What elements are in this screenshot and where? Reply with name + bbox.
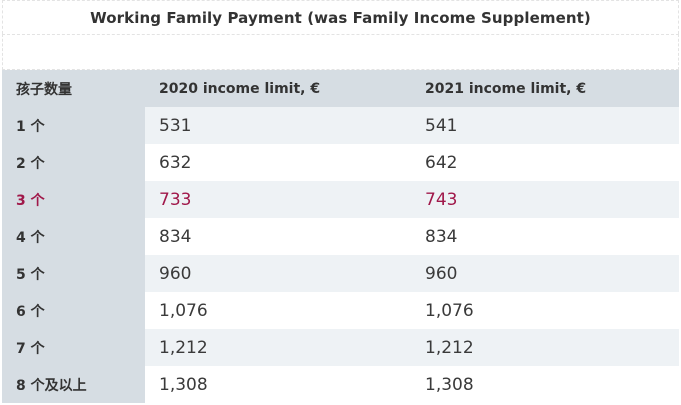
table-row: 6 个 1,076 1,076: [2, 292, 679, 329]
row-children-count: 4 个: [2, 218, 145, 255]
row-children-count: 1 个: [2, 107, 145, 144]
row-2020-limit: 733: [145, 181, 411, 218]
row-children-count: 8 个及以上: [2, 366, 145, 403]
header-2020-limit: 2020 income limit, €: [145, 70, 411, 107]
row-children-count: 7 个: [2, 329, 145, 366]
table-row: 4 个 834 834: [2, 218, 679, 255]
header-children-count: 孩子数量: [2, 70, 145, 107]
row-children-count: 5 个: [2, 255, 145, 292]
row-2021-limit: 834: [411, 218, 679, 255]
row-2021-limit: 1,212: [411, 329, 679, 366]
row-children-count: 2 个: [2, 144, 145, 181]
row-children-count: 3 个: [2, 181, 145, 218]
table-title: Working Family Payment (was Family Incom…: [2, 0, 679, 34]
row-2021-limit: 541: [411, 107, 679, 144]
row-2021-limit: 743: [411, 181, 679, 218]
row-2021-limit: 1,076: [411, 292, 679, 329]
row-2020-limit: 632: [145, 144, 411, 181]
table-row: 8 个及以上 1,308 1,308: [2, 366, 679, 403]
row-2021-limit: 1,308: [411, 366, 679, 403]
row-2020-limit: 531: [145, 107, 411, 144]
row-2020-limit: 834: [145, 218, 411, 255]
row-2020-limit: 1,212: [145, 329, 411, 366]
header-2021-limit: 2021 income limit, €: [411, 70, 679, 107]
row-2020-limit: 1,076: [145, 292, 411, 329]
table-spacer-row: [2, 34, 679, 70]
row-children-count: 6 个: [2, 292, 145, 329]
income-limit-table: 孩子数量 2020 income limit, € 2021 income li…: [2, 70, 679, 403]
table-row: 1 个 531 541: [2, 107, 679, 144]
row-2021-limit: 642: [411, 144, 679, 181]
table-row: 2 个 632 642: [2, 144, 679, 181]
table-header-row: 孩子数量 2020 income limit, € 2021 income li…: [2, 70, 679, 107]
row-2020-limit: 960: [145, 255, 411, 292]
table-row-highlighted: 3 个 733 743: [2, 181, 679, 218]
row-2020-limit: 1,308: [145, 366, 411, 403]
row-2021-limit: 960: [411, 255, 679, 292]
table-row: 7 个 1,212 1,212: [2, 329, 679, 366]
table-row: 5 个 960 960: [2, 255, 679, 292]
